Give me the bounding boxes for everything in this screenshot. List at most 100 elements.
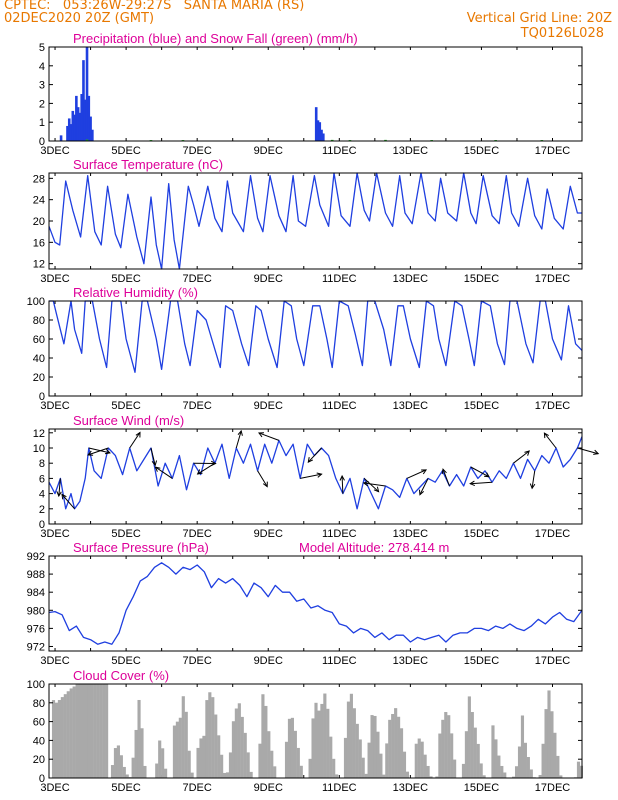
y-tick-label: 40 [33,735,45,747]
x-tick-label: 9DEC [254,655,283,667]
x-tick-label: 11DEC [322,528,357,540]
cloud-bar [57,700,61,778]
cloud-bar [349,693,353,778]
cloud-bar [143,765,147,778]
cloud-bar [190,772,194,778]
wind-arrow [88,447,111,454]
wind-arrow [300,473,322,479]
cloud-bar [102,684,106,778]
precip-bar [69,124,73,141]
wind-arrow-head [61,493,67,500]
y-tick-label: 12 [33,259,45,271]
station-header: CPTEC: 053:26W-29:27S SANTA MARIA (RS) [4,0,305,13]
cloud-bar [441,719,445,778]
series-line [49,300,583,373]
wind-arrow [258,432,280,441]
x-tick-label: 15DEC [464,782,500,794]
cloud-bar [287,718,292,778]
y-tick-label: 4 [39,489,45,501]
wind-arrow-head [307,457,314,463]
cloud-bar [576,761,581,778]
wind-arrow [150,447,156,466]
x-tick-label: 11DEC [322,782,357,794]
x-tick-label: 17DEC [535,273,571,285]
x-tick-label: 3DEC [40,528,69,540]
x-tick-label: 9DEC [254,400,283,412]
cloud-bar [187,750,191,778]
cloud-bar [388,719,392,778]
cloud-bar [346,701,351,778]
cloud-bar [358,739,362,778]
x-tick-label: 15DEC [464,400,500,412]
x-tick-label: 3DEC [40,273,69,285]
x-tick-label: 15DEC [464,145,500,157]
cloud-bar [517,746,522,778]
cloud-bar [553,732,557,778]
cloud-bar [164,768,168,778]
cloud-bar [240,716,244,778]
y-tick-label: 60 [33,334,45,346]
precip-bar [322,133,325,141]
cloud-bar [402,751,407,778]
wind-arrow-head [196,469,203,475]
series-line [48,562,583,645]
precip-bar [73,114,76,141]
precip-bar [320,129,323,141]
panel-title: Surface Wind (m/s) [73,413,184,428]
cloud-bar [461,763,466,778]
y-tick-label: 20 [33,372,45,384]
precip-bar [87,95,91,141]
wind-arrow-head [151,460,158,467]
wind-arrow [406,469,427,479]
precip-bar [59,135,63,141]
y-tick-label: 100 [27,679,45,691]
cloud-bar [140,728,144,778]
x-tick-label: 9DEC [254,145,283,157]
cloud-bar [223,772,227,778]
wind-arrow [155,466,173,479]
cloud-bar [234,708,238,778]
precip-bar [78,112,82,141]
precip-bar [71,110,75,141]
x-tick-label: 13DEC [393,528,429,540]
cloud-bar [438,733,442,778]
cloud-bar [314,702,318,778]
cloud-bar [308,758,312,778]
cloud-bar [320,703,324,778]
y-tick-label: 976 [27,623,45,635]
cloud-bar [414,743,418,778]
snow-bar [330,139,334,141]
x-tick-label: 9DEC [254,528,283,540]
plot-frame [48,683,583,779]
series-line [48,436,583,510]
cloud-bar [172,725,177,778]
cloud-bar [373,715,377,778]
x-tick-label: 7DEC [183,400,212,412]
precip-bar [76,107,80,141]
cloud-bar [423,754,427,778]
cloud-bar [110,765,115,778]
cloud-bar [267,731,271,778]
precip-bar [80,94,83,141]
y-tick-label: 100 [27,296,45,308]
panel-2 [48,172,583,270]
wind-arrow [235,430,242,449]
cloud-bar [225,772,230,778]
cloud-bar [538,774,542,778]
wind-arrow-head [104,449,111,455]
precip-bar [85,47,89,141]
cloud-bar [54,702,59,778]
cloud-bar [491,725,495,778]
precip-bar [67,118,71,141]
wind-arrow [470,481,493,485]
cloud-bar [497,755,501,778]
x-tick-label: 3DEC [40,400,69,412]
x-tick-label: 7DEC [183,782,212,794]
x-tick-label: 7DEC [183,145,212,157]
wind-arrow-head [484,472,490,478]
wind-arrow-head [419,489,425,496]
x-tick-label: 3DEC [40,782,69,794]
cloud-bar [81,684,85,778]
cloud-bar [87,684,91,778]
